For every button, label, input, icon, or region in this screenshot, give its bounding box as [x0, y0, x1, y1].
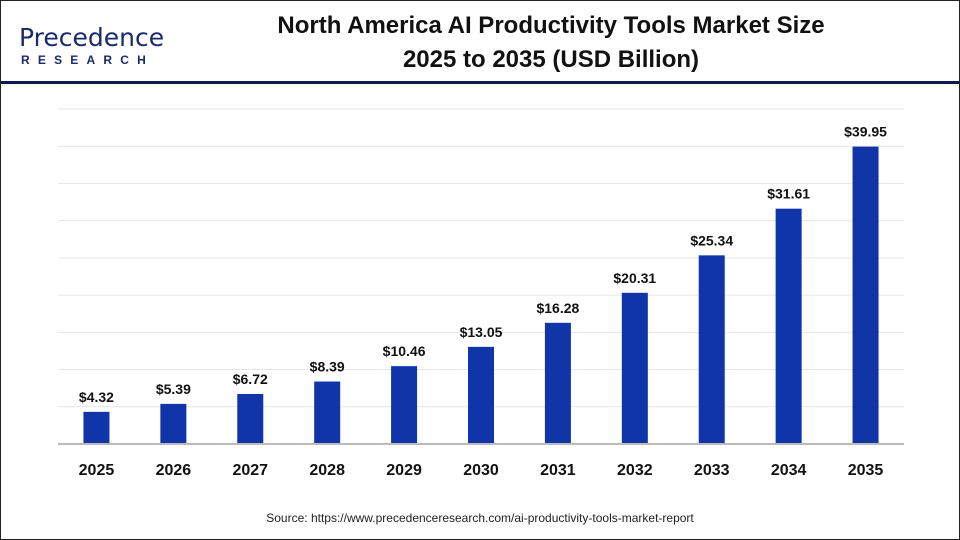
header-divider	[1, 81, 959, 84]
logo-sub-text: RESEARCH	[21, 53, 154, 67]
bar-2029	[391, 366, 418, 444]
x-tick-label: 2029	[386, 462, 422, 479]
data-label: $13.05	[460, 324, 503, 340]
precedence-research-logo: Precedence RESEARCH	[19, 23, 164, 67]
x-tick-label: 2026	[156, 462, 192, 479]
data-label: $8.39	[310, 359, 345, 375]
logo-main-text: Precedence	[19, 23, 165, 52]
data-label: $4.32	[79, 389, 114, 405]
bar-2026	[160, 403, 187, 444]
bar-2028	[314, 381, 341, 444]
chart-title: North America AI Productivity Tools Mark…	[231, 9, 871, 77]
x-tick-label: 2025	[79, 462, 115, 479]
data-label: $16.28	[536, 300, 579, 316]
bar-2030	[468, 346, 494, 444]
data-label: $25.34	[690, 232, 733, 248]
x-tick-label: 2032	[617, 462, 653, 479]
bar-2032	[621, 292, 648, 444]
title-line-2: 2025 to 2035 (USD Billion)	[402, 46, 700, 73]
x-tick-label: 2028	[309, 462, 345, 479]
x-tick-label: 2035	[848, 462, 884, 479]
bar-2025	[83, 411, 110, 444]
data-label: $31.61	[767, 186, 810, 202]
bar-2033	[698, 255, 725, 444]
bar-2035	[852, 146, 879, 444]
x-tick-label: 2027	[232, 462, 268, 479]
data-label: $39.95	[844, 124, 887, 140]
bar-2031	[544, 322, 571, 444]
source-note: Source: https://www.precedenceresearch.c…	[266, 511, 694, 525]
data-label: $20.31	[613, 270, 656, 286]
x-tick-label: 2033	[694, 462, 730, 479]
bar-2027	[237, 393, 264, 444]
data-label: $5.39	[156, 381, 191, 397]
x-tick-label: 2031	[540, 462, 576, 479]
data-label: $10.46	[383, 343, 426, 359]
x-tick-label: 2034	[771, 462, 807, 479]
title-line-1: North America AI Productivity Tools Mark…	[277, 12, 825, 39]
data-label: $6.72	[233, 371, 268, 387]
x-tick-label: 2030	[463, 462, 499, 479]
bar-2034	[775, 208, 802, 444]
